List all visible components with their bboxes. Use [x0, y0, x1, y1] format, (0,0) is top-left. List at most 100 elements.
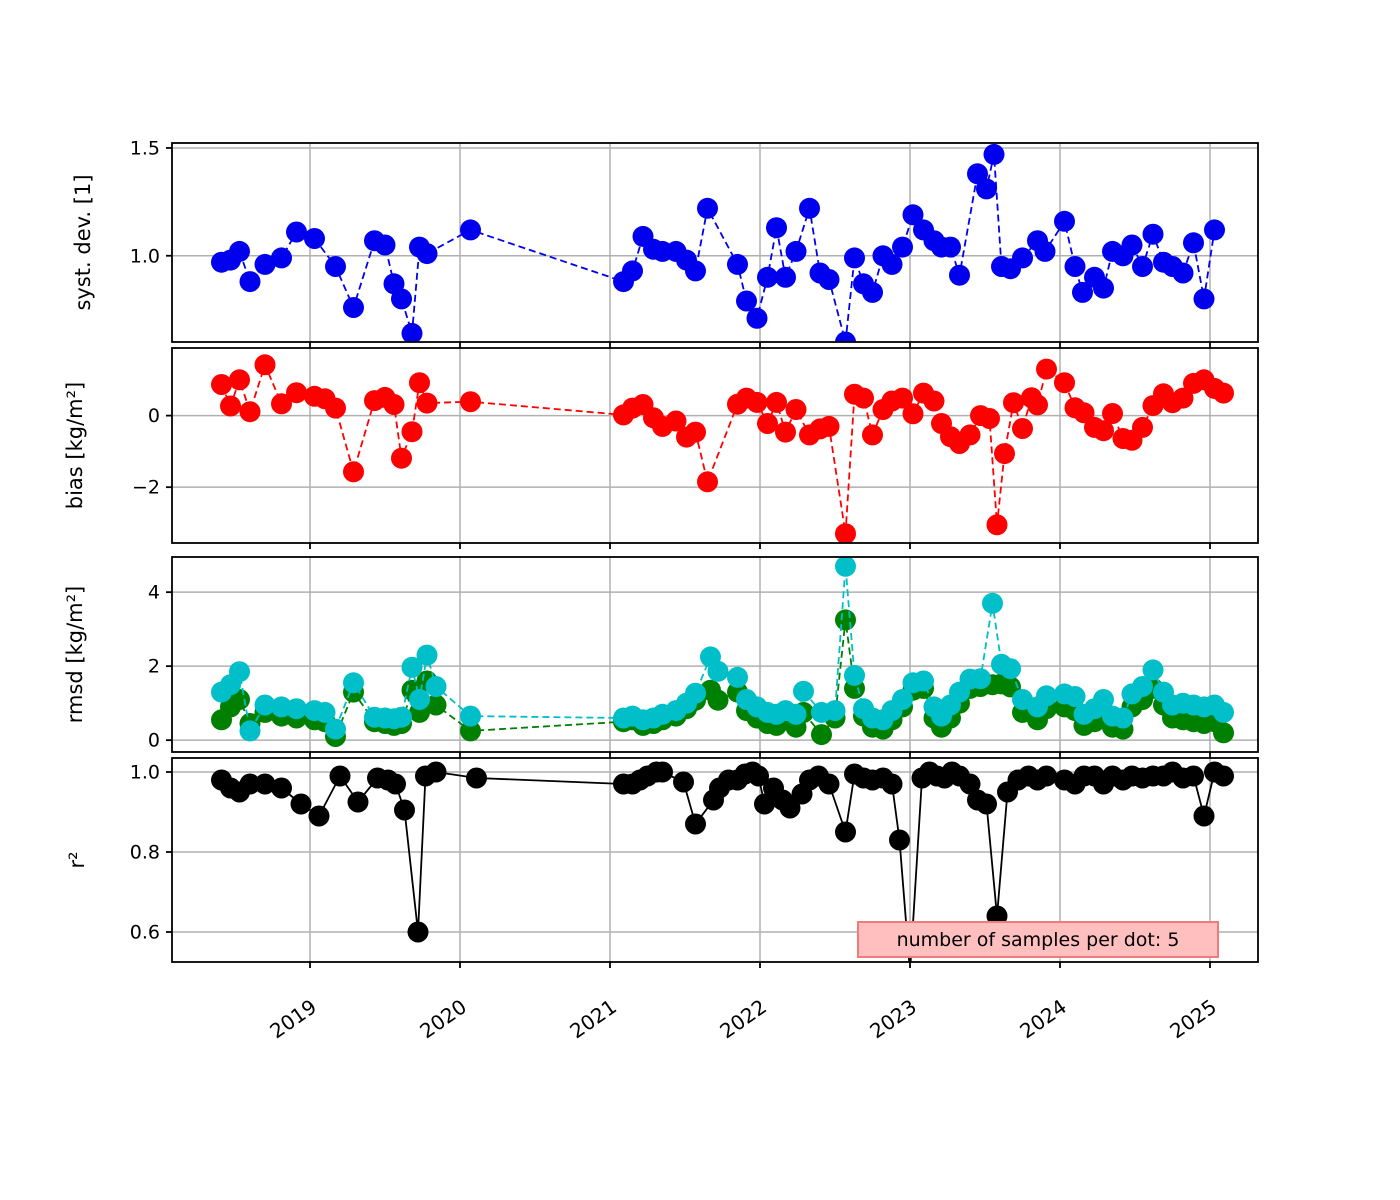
- data-point: [697, 197, 718, 219]
- data-point: [1172, 387, 1194, 409]
- data-point: [1034, 240, 1056, 262]
- data-point: [1064, 256, 1086, 277]
- data-point: [1132, 676, 1153, 697]
- data-point: [967, 163, 988, 185]
- data-point: [460, 705, 481, 727]
- data-point: [1102, 403, 1123, 424]
- data-point: [979, 408, 1000, 429]
- series-points-rmsd-cyan: [211, 557, 1234, 742]
- x-tick-label: 2024: [1015, 994, 1070, 1043]
- data-point: [1012, 247, 1033, 269]
- data-point: [1073, 402, 1095, 424]
- y-tick-label: 2: [148, 656, 160, 678]
- data-point: [892, 689, 913, 710]
- data-point: [881, 253, 903, 275]
- data-point: [425, 694, 447, 716]
- data-point: [1213, 722, 1234, 744]
- data-point: [766, 391, 787, 413]
- x-tick-label: 2021: [565, 994, 620, 1043]
- data-point: [394, 799, 415, 821]
- data-point: [673, 771, 694, 793]
- data-point: [1213, 382, 1234, 404]
- data-point: [1036, 685, 1057, 707]
- data-point: [1093, 689, 1114, 710]
- data-point: [994, 443, 1015, 465]
- data-point: [347, 791, 369, 813]
- data-point: [986, 514, 1008, 536]
- panel-rmsd: 0 2 4 rmsd [kg/m²]: [63, 556, 1259, 758]
- data-point: [862, 281, 883, 303]
- data-point: [707, 660, 729, 682]
- data-point: [1213, 765, 1234, 787]
- data-point: [229, 369, 250, 391]
- data-point: [727, 253, 748, 275]
- data-point: [940, 236, 961, 258]
- data-point: [685, 813, 706, 835]
- data-point: [727, 666, 748, 688]
- data-point: [970, 668, 991, 690]
- panel-border: [171, 142, 1259, 343]
- panel-border: [171, 556, 1259, 753]
- data-point: [229, 661, 250, 683]
- data-point: [959, 773, 981, 795]
- panel-bias: 0 −2 bias [kg/m²]: [63, 347, 1259, 549]
- data-point: [757, 266, 778, 288]
- x-tick-label: 2019: [265, 994, 320, 1043]
- data-point: [1204, 219, 1225, 241]
- data-point: [271, 393, 292, 415]
- y-axis-label: syst. dev. [1]: [71, 174, 95, 310]
- data-point: [793, 680, 814, 702]
- data-point: [844, 664, 865, 686]
- data-point: [1093, 420, 1114, 442]
- data-point: [1172, 262, 1194, 284]
- data-point: [949, 264, 970, 286]
- data-point: [1012, 418, 1033, 439]
- data-point: [754, 793, 775, 815]
- x-tick-label: 2025: [1165, 994, 1220, 1043]
- data-point: [835, 557, 856, 577]
- data-point: [785, 703, 807, 725]
- data-point: [818, 773, 840, 795]
- data-point: [391, 706, 412, 728]
- data-point: [343, 297, 364, 318]
- data-point: [685, 421, 706, 443]
- data-point: [1142, 659, 1164, 681]
- data-point: [976, 178, 997, 200]
- data-point: [416, 392, 438, 414]
- data-point: [460, 720, 481, 742]
- y-axis-label: rmsd [kg/m²]: [63, 586, 87, 724]
- x-tick-label: 2020: [415, 994, 470, 1043]
- data-point: [229, 240, 250, 262]
- data-point: [697, 471, 718, 493]
- data-point: [959, 424, 981, 446]
- data-point: [329, 765, 351, 787]
- data-point: [374, 234, 396, 256]
- data-point: [902, 204, 924, 226]
- data-point: [286, 382, 307, 404]
- data-point: [239, 720, 261, 742]
- data-point: [757, 413, 778, 434]
- data-point: [775, 266, 796, 288]
- y-tick-label: 1.5: [130, 137, 160, 159]
- x-tick-label: 2023: [865, 994, 920, 1043]
- panel-systdev: 1.0 1.5 syst. dev. [1]: [71, 137, 1259, 348]
- panel-border: [171, 757, 1259, 963]
- data-point: [286, 698, 307, 720]
- data-point: [1003, 392, 1024, 414]
- data-point: [685, 260, 706, 282]
- series-points-bias: [211, 354, 1234, 543]
- data-point: [811, 724, 832, 746]
- data-point: [1036, 765, 1057, 787]
- data-point: [736, 290, 757, 312]
- data-point: [685, 682, 706, 704]
- data-point: [1027, 394, 1048, 416]
- data-point: [1064, 686, 1086, 707]
- data-point: [460, 219, 481, 241]
- data-point: [652, 761, 673, 783]
- data-point: [982, 592, 1003, 614]
- y-tick-label: 4: [148, 582, 160, 604]
- data-point: [818, 415, 840, 437]
- y-tick-label: 0: [148, 405, 160, 427]
- data-point: [766, 217, 787, 239]
